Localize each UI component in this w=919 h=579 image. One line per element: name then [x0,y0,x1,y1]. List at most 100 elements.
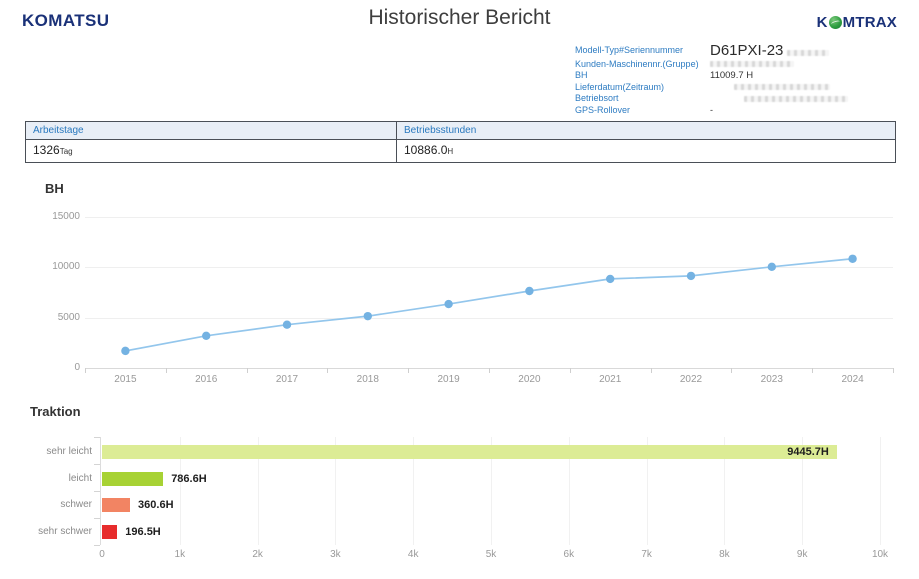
bh-ytick-15000: 15000 [52,211,80,222]
traktion-chart-title: Traktion [30,404,81,419]
arbeitstage-unit: Tag [59,147,73,156]
traktion-xtick-9k: 9k [796,549,808,560]
bh-value: 11009.7 H [710,70,754,81]
summary-table-row: 1326Tag 10886.0H [26,140,895,162]
bh-xtick-2017: 2017 [275,374,299,385]
summary-table: Arbeitstage Betriebsstunden 1326Tag 1088… [25,121,896,163]
traktion-xtick-0: 0 [99,549,105,560]
bh-x-tick [650,368,652,373]
betriebsstunden-value: 10886.0 [404,143,448,157]
bh-x-tick [489,368,490,373]
bh-x-tick [327,368,329,373]
traktion-gridline-9k [802,437,804,545]
machine-info-panel: Modell-Typ#Seriennummer D61PXI-23 Kunden… [575,42,848,116]
bh-ytick-0: 0 [74,362,80,373]
bh-xtick-2018: 2018 [356,374,379,385]
traktion-xtick-7k: 7k [641,549,652,560]
bh-x-tick [812,368,814,373]
globe-icon [828,16,842,29]
bh-point-2016 [202,331,211,340]
redacted-serial [787,49,830,56]
traktion-xtick-2k: 2k [252,549,263,560]
gps-rollover-label: GPS-Rollover [575,104,631,115]
bh-gridline-10000 [85,267,893,269]
traktion-xtick-10k: 10k [871,549,889,560]
traktion-gridline-1k [179,437,181,545]
komtrax-logo-k: K [816,14,828,31]
gps-rollover-value: - [710,104,713,115]
bh-chart-title: BH [45,181,64,196]
redacted-customer-value [710,61,794,68]
bh-gridline-15000 [85,217,893,218]
bh-point-2023 [767,262,776,272]
traktion-category-schwer: schwer [60,499,92,510]
bh-x-tick [731,368,733,373]
traktion-category-leicht: leicht [68,472,92,484]
traktion-gridline-6k [568,437,570,545]
bh-point-2020 [525,286,534,296]
page-title: Historischer Bericht [368,6,551,29]
column-header-arbeitstage: Arbeitstage [26,122,397,139]
komtrax-logo: K MTRAX [817,14,897,31]
traktion-axis-notch [94,491,100,492]
bh-xtick-2024: 2024 [841,374,864,385]
traktion-xtick-6k: 6k [563,549,575,560]
bh-x-tick [246,368,248,373]
traktion-bar-sehr-schwer [102,524,118,539]
model-value: D61PXI-23 [710,42,784,59]
bh-xtick-2020: 2020 [518,374,541,385]
redacted-delivery-value [734,84,830,91]
model-label: Modell-Typ#Seriennummer [575,45,684,55]
traktion-bar-leicht [102,471,164,486]
bh-x-tick [893,368,894,373]
komtrax-logo-rest: MTRAX [842,14,897,31]
traktion-gridline-10k [880,437,881,545]
traktion-xtick-8k: 8k [719,549,730,560]
traktion-bar-sehr-leicht [102,445,837,459]
bh-ytick-5000: 5000 [57,311,80,323]
traktion-value-sehr-leicht: 9445.7H [787,446,829,458]
bh-xtick-2021: 2021 [599,374,622,385]
bh-point-2019 [444,299,453,309]
betriebsstunden-unit: H [447,147,454,156]
bh-xtick-2015: 2015 [114,374,137,385]
bh-xtick-2016: 2016 [195,374,218,385]
bh-point-2018 [363,311,372,321]
betriebsstunden-cell: 10886.0H [397,140,895,162]
arbeitstage-value: 1326 [33,143,60,157]
traktion-value-schwer: 360.6H [138,499,174,511]
bh-point-2017 [282,320,292,329]
summary-table-header: Arbeitstage Betriebsstunden [26,122,895,140]
arbeitstage-cell: 1326Tag [26,140,397,162]
traktion-xtick-1k: 1k [174,549,186,560]
traktion-axis-notch [94,437,100,438]
traktion-xtick-3k: 3k [330,549,341,560]
traktion-xtick-4k: 4k [407,549,419,560]
bh-x-tick [165,368,167,373]
traktion-gridline-5k [491,437,492,545]
traktion-axis-notch [94,545,100,546]
traktion-value-leicht: 786.6H [171,472,207,485]
traktion-gridline-3k [335,437,337,545]
bh-label: BH [575,70,588,80]
traktion-xtick-5k: 5k [485,549,497,560]
traktion-gridline-4k [413,437,415,545]
bh-x-axis-line [85,368,893,369]
traktion-gridline-2k [257,437,259,545]
bh-x-tick [569,368,571,373]
bh-x-tick [408,368,410,373]
bh-point-2015 [121,346,130,356]
traktion-value-sehr-schwer: 196.5H [125,525,161,538]
bh-x-tick [85,368,86,373]
bh-gridline-5000 [85,317,893,319]
bh-point-2021 [606,274,615,284]
bh-point-2024 [848,254,857,263]
traktion-axis-notch [94,518,100,519]
redacted-site-value [744,95,848,102]
bh-xtick-2023: 2023 [760,374,783,385]
komatsu-logo: KOMATSU [22,11,110,30]
bh-xtick-2019: 2019 [437,374,460,385]
traktion-axis-notch [94,464,100,465]
column-header-betriebsstunden: Betriebsstunden [404,125,477,136]
